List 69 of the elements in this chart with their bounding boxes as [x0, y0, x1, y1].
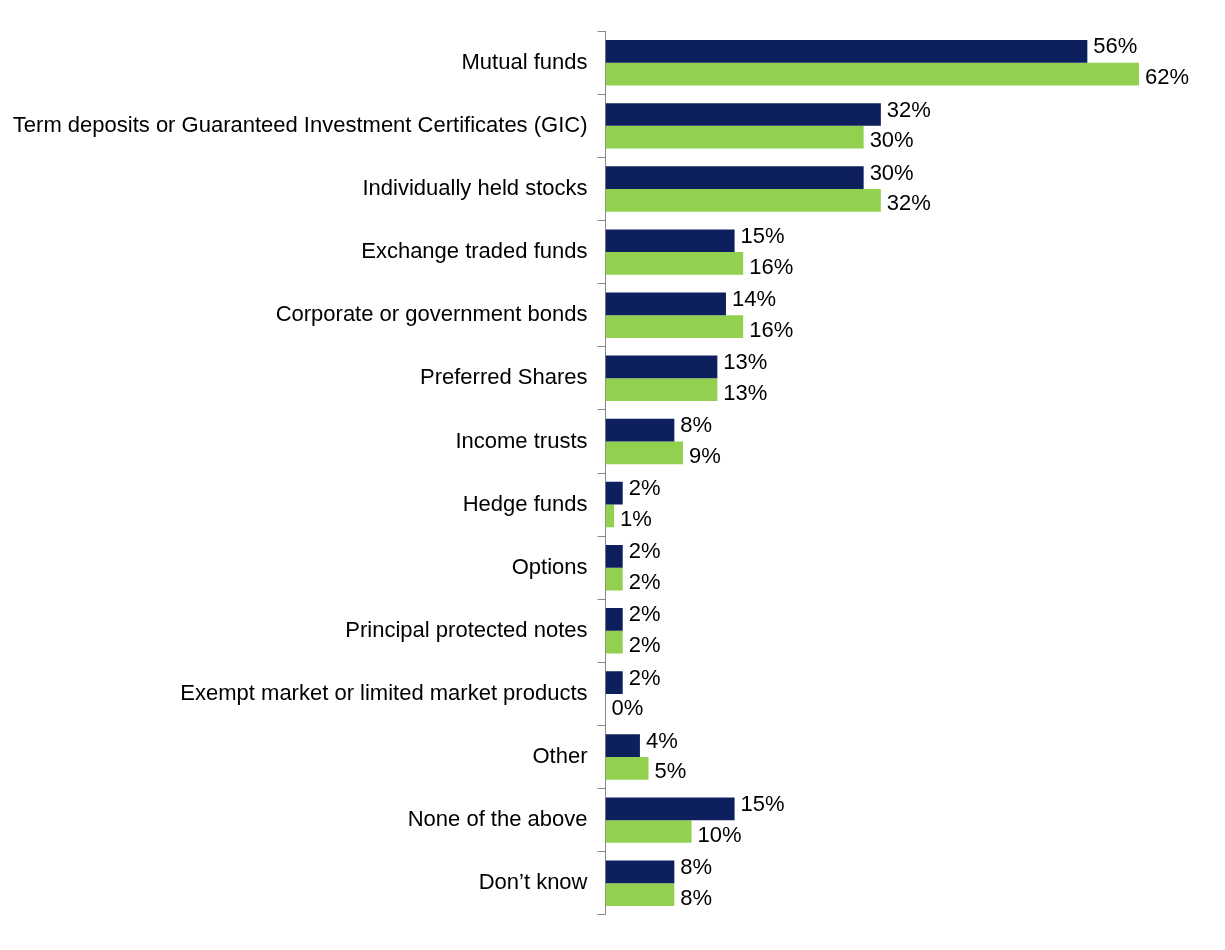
data-label: 16%	[749, 253, 794, 279]
data-label: 0%	[611, 695, 644, 721]
data-label: 30%	[869, 127, 914, 153]
y-tick-label: Term deposits or Guaranteed Investment Certificates (GIC)	[12, 111, 588, 137]
bar	[605, 418, 675, 442]
data-label: 13%	[723, 349, 768, 375]
bar	[605, 103, 881, 126]
bar	[605, 504, 615, 528]
y-tick-label: Hedge funds	[462, 490, 588, 516]
data-label: 16%	[749, 316, 794, 342]
y-tick-label: Exchange traded funds	[361, 238, 588, 264]
data-label: 9%	[688, 442, 721, 468]
bar	[605, 630, 623, 654]
data-label: 8%	[680, 853, 713, 879]
data-label: 2%	[628, 475, 661, 501]
data-label: 56%	[1093, 33, 1138, 59]
data-label: 8%	[680, 412, 713, 438]
data-label: 62%	[1144, 64, 1190, 90]
bar	[605, 441, 683, 465]
bar	[605, 292, 726, 316]
bar	[605, 62, 1139, 86]
bar	[605, 567, 623, 591]
y-tick-label: Don’t know	[478, 869, 588, 895]
data-label: 10%	[697, 821, 742, 847]
data-label: 2%	[628, 601, 661, 627]
y-tick-label: Preferred Shares	[419, 364, 588, 390]
bar	[605, 229, 735, 253]
data-label: 30%	[869, 159, 914, 185]
bar	[605, 378, 718, 402]
data-label: 32%	[886, 96, 931, 122]
data-label: 2%	[628, 569, 661, 595]
bar	[605, 481, 623, 505]
data-label: 14%	[731, 285, 777, 311]
data-label: 15%	[740, 222, 785, 248]
bar	[605, 125, 864, 149]
bar	[605, 355, 718, 379]
y-tick-label: Income trusts	[455, 427, 588, 453]
data-label: 32%	[886, 190, 931, 216]
bar	[605, 883, 675, 906]
bar	[605, 820, 692, 843]
data-label: 2%	[628, 664, 661, 690]
y-tick-label: Exempt market or limited market products	[180, 679, 588, 705]
y-tick-label: Corporate or government bonds	[275, 301, 588, 327]
y-tick-label: None of the above	[407, 806, 588, 832]
bar	[605, 797, 735, 821]
data-label: 1%	[620, 505, 652, 531]
data-label: 4%	[645, 727, 678, 753]
data-label: 2%	[628, 538, 661, 564]
bar	[605, 757, 649, 780]
bar	[605, 734, 640, 758]
bar	[605, 608, 623, 631]
data-label: 5%	[654, 758, 687, 784]
bar	[605, 544, 623, 568]
bar	[605, 166, 864, 189]
y-tick-label: Individually held stocks	[362, 175, 588, 201]
bar	[605, 671, 623, 694]
y-tick-label: Options	[511, 553, 588, 579]
bar	[605, 252, 744, 275]
bar	[605, 860, 675, 884]
y-tick-label: Principal protected notes	[345, 616, 588, 642]
bar	[605, 40, 1088, 63]
bar	[605, 188, 881, 212]
bar	[605, 315, 744, 338]
y-tick-label: Other	[532, 743, 588, 769]
data-label: 8%	[680, 884, 713, 910]
data-label: 15%	[740, 790, 785, 816]
y-tick-label: Mutual funds	[461, 48, 588, 74]
data-label: 2%	[628, 632, 661, 658]
data-label: 13%	[723, 379, 768, 405]
